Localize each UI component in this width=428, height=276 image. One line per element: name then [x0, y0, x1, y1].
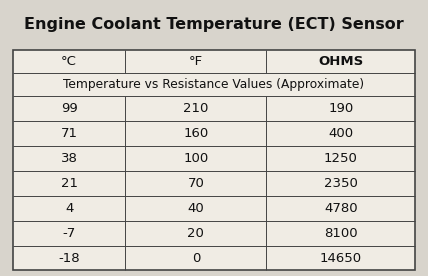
Text: OHMS: OHMS	[318, 55, 363, 68]
Text: 38: 38	[61, 152, 77, 165]
Text: 160: 160	[183, 127, 208, 140]
Text: 400: 400	[328, 127, 353, 140]
Text: 14650: 14650	[320, 251, 362, 264]
Text: 71: 71	[61, 127, 77, 140]
Text: 4780: 4780	[324, 202, 357, 215]
Text: 4: 4	[65, 202, 73, 215]
Text: 210: 210	[183, 102, 208, 115]
Text: -18: -18	[58, 251, 80, 264]
Text: Engine Coolant Temperature (ECT) Sensor: Engine Coolant Temperature (ECT) Sensor	[24, 17, 404, 31]
Text: Temperature vs Resistance Values (Approximate): Temperature vs Resistance Values (Approx…	[63, 78, 365, 91]
Text: 2350: 2350	[324, 177, 358, 190]
Text: 1250: 1250	[324, 152, 358, 165]
Text: 99: 99	[61, 102, 77, 115]
Text: °F: °F	[189, 55, 203, 68]
Text: 70: 70	[187, 177, 204, 190]
Text: 0: 0	[192, 251, 200, 264]
Bar	[13, 50, 415, 270]
Text: 190: 190	[328, 102, 354, 115]
Text: 8100: 8100	[324, 227, 357, 240]
Text: 21: 21	[61, 177, 77, 190]
Text: 20: 20	[187, 227, 204, 240]
Text: -7: -7	[62, 227, 76, 240]
Text: 40: 40	[187, 202, 204, 215]
Text: °C: °C	[61, 55, 77, 68]
Text: 100: 100	[183, 152, 208, 165]
